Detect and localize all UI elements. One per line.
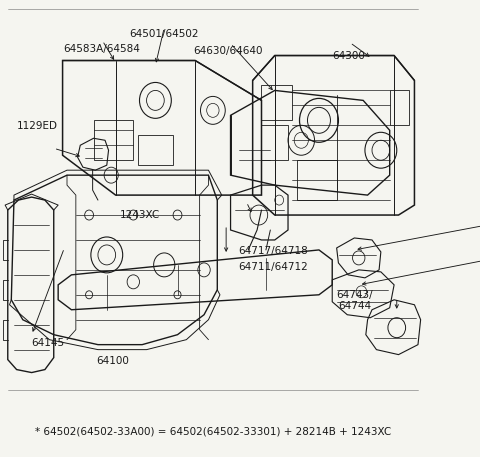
Text: 1243XC: 1243XC	[120, 210, 160, 220]
Text: 64744: 64744	[338, 301, 372, 311]
Text: 64100: 64100	[96, 356, 130, 366]
Text: 64717/64718: 64717/64718	[239, 246, 308, 256]
Text: 1129ED: 1129ED	[17, 121, 58, 131]
Text: 64145: 64145	[31, 338, 64, 348]
Text: 64630/64640: 64630/64640	[193, 46, 263, 56]
Text: 64743/: 64743/	[337, 290, 373, 300]
Text: 64711/64712: 64711/64712	[239, 262, 308, 272]
Text: 64300: 64300	[332, 51, 365, 61]
Text: * 64502(64502-33A00) = 64502(64502-33301) + 28214B + 1243XC: * 64502(64502-33A00) = 64502(64502-33301…	[35, 426, 391, 436]
Text: 64583A/64584: 64583A/64584	[63, 44, 140, 54]
Text: 64501/64502: 64501/64502	[129, 29, 199, 39]
